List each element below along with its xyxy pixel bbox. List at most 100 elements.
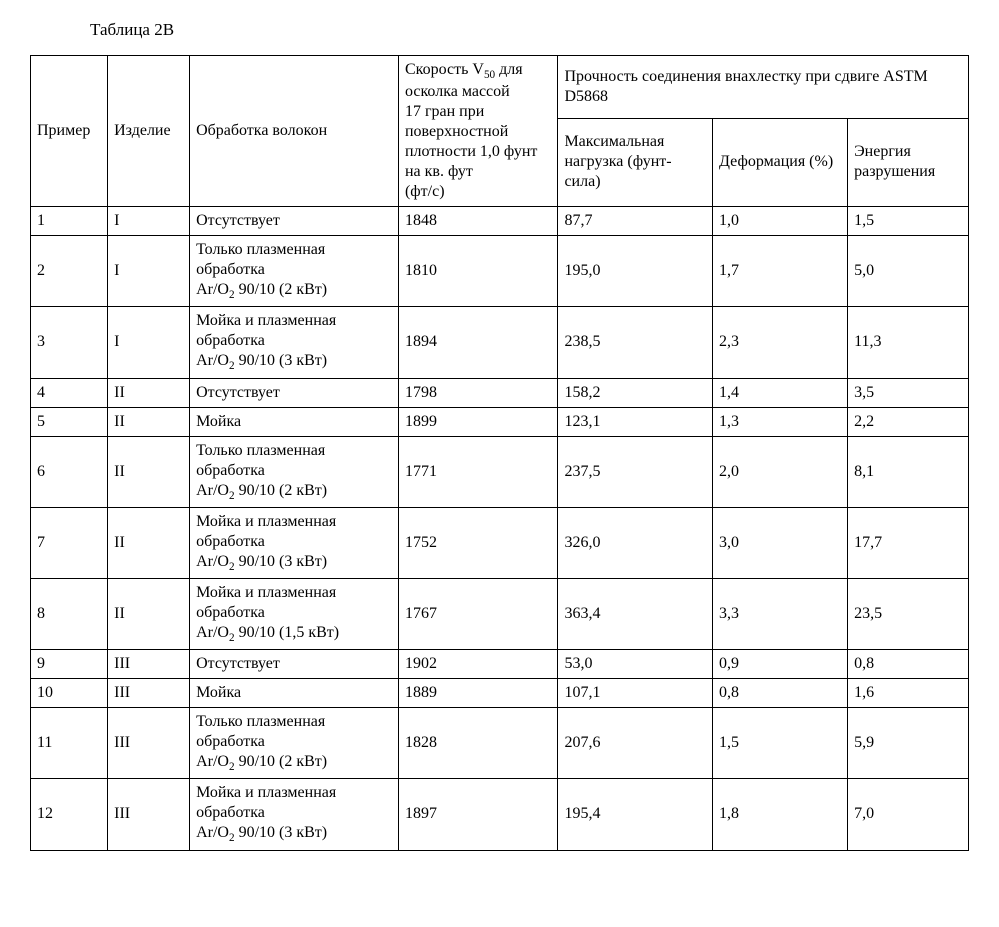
cell-example: 7: [31, 507, 108, 578]
cell-deformation: 1,7: [713, 236, 848, 307]
cell-example: 4: [31, 378, 108, 407]
cell-example: 6: [31, 436, 108, 507]
header-velocity-line4: (фт/с): [405, 183, 445, 200]
cell-energy: 5,9: [848, 708, 969, 779]
cell-velocity: 1894: [398, 307, 557, 378]
cell-deformation: 2,3: [713, 307, 848, 378]
cell-treatment: Мойка: [190, 679, 399, 708]
table-row: 2IТолько плазменная обработкаAr/O2 90/10…: [31, 236, 969, 307]
cell-deformation: 0,8: [713, 679, 848, 708]
table-row: 8IIМойка и плазменная обработкаAr/O2 90/…: [31, 578, 969, 649]
cell-deformation: 0,9: [713, 650, 848, 679]
cell-energy: 2,2: [848, 407, 969, 436]
cell-example: 5: [31, 407, 108, 436]
cell-treatment: Мойка и плазменная обработкаAr/O2 90/10 …: [190, 779, 399, 850]
cell-product: I: [108, 207, 190, 236]
cell-load: 107,1: [558, 679, 713, 708]
cell-product: III: [108, 650, 190, 679]
data-table: Пример Изделие Обработка волокон Скорост…: [30, 55, 969, 851]
cell-product: III: [108, 708, 190, 779]
cell-load: 158,2: [558, 378, 713, 407]
header-velocity-line3: 17 гран при поверхностной плотности 1,0 …: [405, 103, 537, 180]
cell-product: II: [108, 578, 190, 649]
header-velocity: Скорость V50 для осколка массой 17 гран …: [398, 56, 557, 207]
cell-treatment: Отсутствует: [190, 207, 399, 236]
cell-treatment: Мойка и плазменная обработкаAr/O2 90/10 …: [190, 307, 399, 378]
cell-energy: 0,8: [848, 650, 969, 679]
cell-velocity: 1848: [398, 207, 557, 236]
cell-product: I: [108, 236, 190, 307]
cell-example: 10: [31, 679, 108, 708]
cell-treatment: Только плазменная обработкаAr/O2 90/10 (…: [190, 708, 399, 779]
header-velocity-line1: Скорость V: [405, 61, 484, 78]
cell-velocity: 1828: [398, 708, 557, 779]
header-deformation: Деформация (%): [713, 118, 848, 206]
cell-load: 195,0: [558, 236, 713, 307]
table-row: 9IIIОтсутствует190253,00,90,8: [31, 650, 969, 679]
cell-velocity: 1897: [398, 779, 557, 850]
header-max-load: Максимальная нагрузка (фунт-сила): [558, 118, 713, 206]
header-energy: Энергия разрушения: [848, 118, 969, 206]
cell-velocity: 1767: [398, 578, 557, 649]
table-row: 5IIМойка1899123,11,32,2: [31, 407, 969, 436]
cell-deformation: 1,3: [713, 407, 848, 436]
cell-deformation: 1,8: [713, 779, 848, 850]
cell-example: 12: [31, 779, 108, 850]
cell-example: 2: [31, 236, 108, 307]
cell-deformation: 1,4: [713, 378, 848, 407]
cell-deformation: 3,3: [713, 578, 848, 649]
cell-load: 53,0: [558, 650, 713, 679]
cell-velocity: 1889: [398, 679, 557, 708]
cell-product: II: [108, 436, 190, 507]
cell-product: II: [108, 407, 190, 436]
table-row: 7IIМойка и плазменная обработкаAr/O2 90/…: [31, 507, 969, 578]
cell-treatment: Мойка: [190, 407, 399, 436]
cell-example: 1: [31, 207, 108, 236]
table-row: 6IIТолько плазменная обработкаAr/O2 90/1…: [31, 436, 969, 507]
cell-deformation: 1,5: [713, 708, 848, 779]
header-product: Изделие: [108, 56, 190, 207]
cell-product: III: [108, 779, 190, 850]
table-row: 1IОтсутствует184887,71,01,5: [31, 207, 969, 236]
cell-energy: 8,1: [848, 436, 969, 507]
cell-example: 3: [31, 307, 108, 378]
table-row: 4IIОтсутствует1798158,21,43,5: [31, 378, 969, 407]
cell-example: 11: [31, 708, 108, 779]
cell-velocity: 1771: [398, 436, 557, 507]
cell-load: 238,5: [558, 307, 713, 378]
header-strength-group: Прочность соединения внахлестку при сдви…: [558, 56, 969, 119]
cell-product: II: [108, 378, 190, 407]
cell-velocity: 1902: [398, 650, 557, 679]
header-example: Пример: [31, 56, 108, 207]
cell-example: 9: [31, 650, 108, 679]
cell-velocity: 1798: [398, 378, 557, 407]
table-row: 11IIIТолько плазменная обработкаAr/O2 90…: [31, 708, 969, 779]
cell-load: 87,7: [558, 207, 713, 236]
cell-energy: 3,5: [848, 378, 969, 407]
cell-treatment: Мойка и плазменная обработкаAr/O2 90/10 …: [190, 578, 399, 649]
cell-load: 363,4: [558, 578, 713, 649]
table-row: 12IIIМойка и плазменная обработкаAr/O2 9…: [31, 779, 969, 850]
cell-energy: 17,7: [848, 507, 969, 578]
cell-energy: 1,6: [848, 679, 969, 708]
velocity-sub50: 50: [484, 69, 495, 81]
cell-example: 8: [31, 578, 108, 649]
cell-deformation: 2,0: [713, 436, 848, 507]
cell-energy: 5,0: [848, 236, 969, 307]
cell-load: 195,4: [558, 779, 713, 850]
cell-treatment: Отсутствует: [190, 378, 399, 407]
cell-treatment: Только плазменная обработкаAr/O2 90/10 (…: [190, 436, 399, 507]
cell-velocity: 1752: [398, 507, 557, 578]
cell-treatment: Только плазменная обработкаAr/O2 90/10 (…: [190, 236, 399, 307]
cell-treatment: Мойка и плазменная обработкаAr/O2 90/10 …: [190, 507, 399, 578]
cell-load: 326,0: [558, 507, 713, 578]
table-row: 10IIIМойка1889107,10,81,6: [31, 679, 969, 708]
cell-treatment: Отсутствует: [190, 650, 399, 679]
cell-load: 123,1: [558, 407, 713, 436]
cell-load: 237,5: [558, 436, 713, 507]
cell-velocity: 1810: [398, 236, 557, 307]
cell-energy: 11,3: [848, 307, 969, 378]
cell-product: II: [108, 507, 190, 578]
table-row: 3IМойка и плазменная обработкаAr/O2 90/1…: [31, 307, 969, 378]
cell-deformation: 3,0: [713, 507, 848, 578]
